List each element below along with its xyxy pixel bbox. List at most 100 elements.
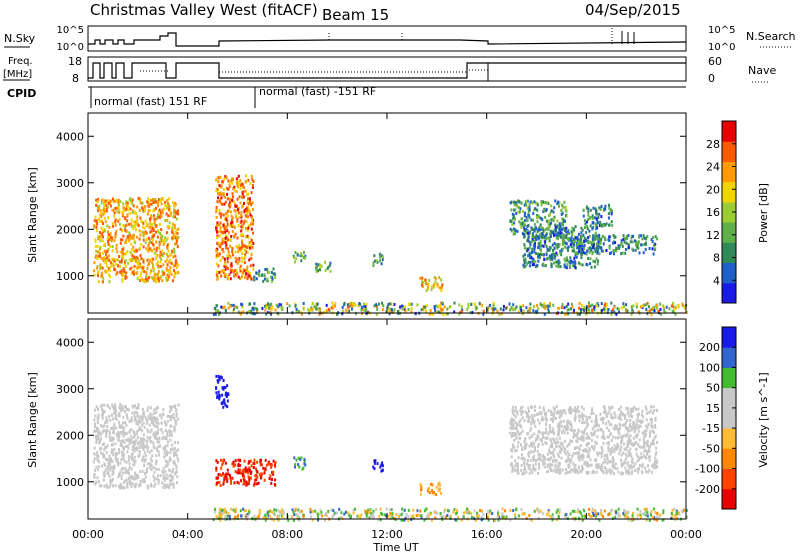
- heatmap-cell: [588, 234, 591, 238]
- heatmap-cell: [502, 308, 505, 312]
- heatmap-cell: [579, 469, 582, 473]
- heatmap-cell: [160, 275, 163, 279]
- heatmap-cell: [606, 435, 609, 439]
- heatmap-cell: [587, 207, 590, 211]
- heatmap-cell: [528, 264, 531, 268]
- heatmap-cell: [163, 420, 166, 424]
- heatmap-cell: [151, 223, 154, 226]
- heatmap-cell: [108, 273, 111, 277]
- heatmap-cell: [219, 473, 221, 477]
- heatmap-cell: [167, 214, 170, 218]
- heatmap-cell: [141, 266, 144, 270]
- heatmap-cell: [525, 227, 527, 231]
- heatmap-cell: [130, 428, 133, 432]
- heatmap-cell: [492, 301, 495, 305]
- heatmap-cell: [674, 312, 677, 316]
- heatmap-cell: [241, 205, 244, 209]
- heatmap-cell: [588, 308, 591, 312]
- heatmap-cell: [650, 238, 653, 241]
- heatmap-cell: [439, 513, 442, 517]
- heatmap-cell: [122, 446, 125, 449]
- heatmap-cell: [571, 305, 574, 309]
- heatmap-cell: [236, 306, 239, 309]
- heatmap-cell: [224, 309, 227, 313]
- heatmap-cell: [609, 452, 612, 456]
- heatmap-cell: [171, 279, 174, 283]
- heatmap-cell: [146, 446, 149, 450]
- heatmap-cell: [670, 512, 673, 515]
- heatmap-cell: [215, 459, 218, 463]
- heatmap-cell: [646, 234, 649, 238]
- heatmap-cell: [559, 249, 562, 253]
- heatmap-cell: [539, 248, 542, 252]
- heatmap-cell: [637, 419, 640, 423]
- heatmap-cell: [566, 444, 569, 448]
- heatmap-cell: [564, 516, 567, 519]
- heatmap-cell: [637, 470, 640, 474]
- heatmap-cell: [388, 309, 391, 313]
- heatmap-cell: [121, 425, 124, 429]
- heatmap-cell: [297, 309, 300, 313]
- heatmap-cell: [517, 469, 520, 472]
- heatmap-cell: [272, 267, 275, 271]
- heatmap-cell: [156, 260, 159, 264]
- heatmap-cell: [620, 252, 623, 256]
- heatmap-cell: [673, 514, 676, 518]
- heatmap-cell: [103, 208, 106, 212]
- heatmap-cell: [538, 256, 541, 260]
- heatmap-cell: [135, 439, 138, 442]
- heatmap-cell: [570, 411, 573, 415]
- heatmap-cell: [425, 289, 428, 293]
- heatmap-cell: [531, 441, 534, 445]
- heatmap-cell: [275, 303, 278, 307]
- heatmap-cell: [147, 486, 150, 490]
- heatmap-cell: [528, 251, 531, 255]
- heatmap-cell: [547, 409, 550, 412]
- heatmap-cell: [146, 258, 149, 262]
- heatmap-cell: [152, 433, 155, 437]
- heatmap-cell: [248, 466, 251, 470]
- heatmap-cell: [524, 223, 526, 227]
- heatmap-cell: [462, 511, 465, 515]
- heatmap-cell: [400, 307, 403, 311]
- heatmap-cell: [650, 513, 653, 517]
- heatmap-cell: [125, 413, 128, 417]
- heatmap-cell: [160, 228, 163, 232]
- heatmap-cell: [531, 233, 534, 237]
- heatmap-cell: [572, 308, 575, 312]
- heatmap-cell: [614, 515, 617, 519]
- heatmap-cell: [383, 513, 386, 517]
- heatmap-cell: [100, 447, 103, 450]
- heatmap-cell: [304, 256, 306, 260]
- heatmap-cell: [424, 281, 427, 285]
- heatmap-cell: [97, 250, 99, 254]
- heatmap-cell: [139, 420, 142, 424]
- heatmap-cell: [258, 508, 261, 512]
- heatmap-cell: [100, 484, 103, 488]
- heatmap-cell: [127, 261, 130, 265]
- heatmap-cell: [596, 262, 599, 266]
- heatmap-cell: [522, 265, 525, 269]
- heatmap-cell: [523, 214, 526, 218]
- heatmap-cell: [518, 210, 521, 214]
- heatmap-cell: [400, 304, 403, 308]
- heatmap-cell: [216, 223, 219, 227]
- heatmap-cell: [526, 262, 529, 266]
- heatmap-cell: [248, 510, 251, 514]
- heatmap-cell: [558, 508, 561, 512]
- heatmap-cell: [440, 308, 443, 312]
- heatmap-cell: [138, 229, 141, 233]
- heatmap-cell: [130, 242, 133, 246]
- heatmap-cell: [131, 210, 134, 214]
- heatmap-cell: [502, 515, 505, 519]
- heatmap-cell: [99, 231, 101, 234]
- heatmap-cell: [557, 306, 560, 310]
- heatmap-cell: [159, 250, 162, 254]
- heatmap-cell: [566, 262, 569, 266]
- heatmap-cell: [103, 410, 106, 414]
- heatmap-cell: [130, 218, 133, 222]
- heatmap-cell: [532, 218, 534, 222]
- heatmap-cell: [152, 242, 154, 246]
- heatmap-cell: [135, 271, 138, 275]
- heatmap-cell: [137, 476, 140, 480]
